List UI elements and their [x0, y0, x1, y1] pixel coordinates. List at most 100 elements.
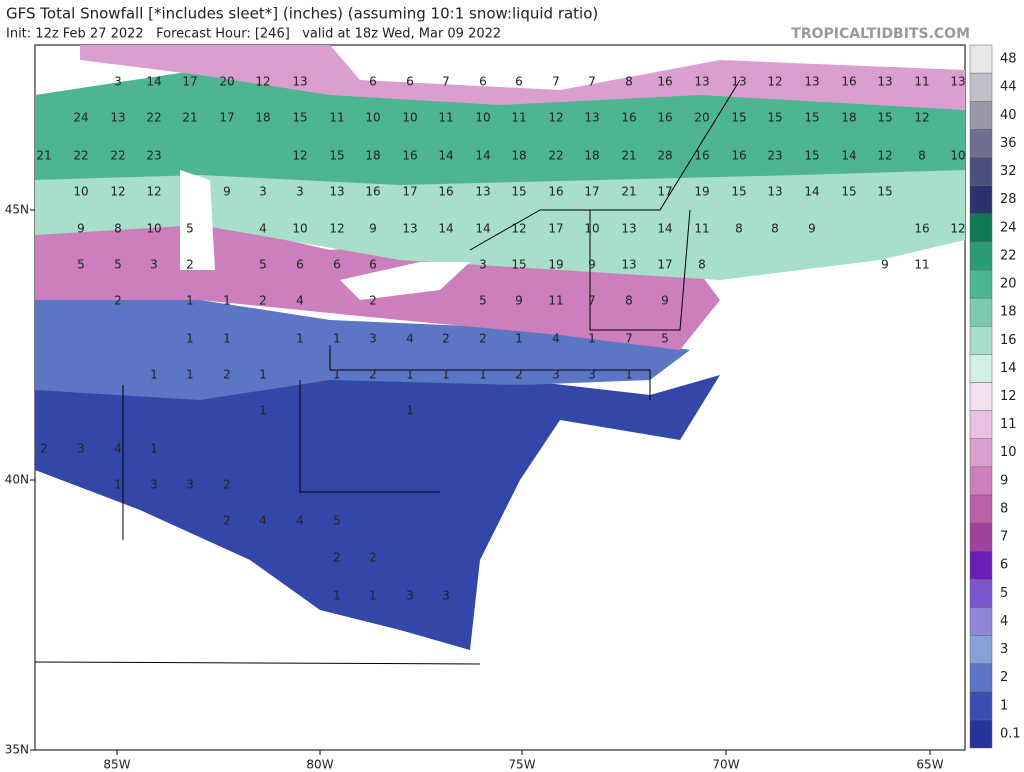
- map-value-label: 18: [841, 111, 856, 125]
- colorbar-label: 4: [1000, 614, 1008, 629]
- lat-label: 35N: [5, 743, 29, 757]
- map-value-label: 5: [259, 258, 267, 272]
- map-value-label: 16: [402, 149, 417, 163]
- map-value-label: 16: [657, 111, 672, 125]
- colorbar-label: 28: [1000, 192, 1017, 207]
- map-value-label: 3: [479, 258, 487, 272]
- map-value-label: 13: [621, 258, 636, 272]
- colorbar-label: 11: [1000, 417, 1017, 432]
- map-value-label: 2: [333, 551, 341, 565]
- map-value-label: 17: [182, 75, 197, 89]
- map-value-label: 6: [369, 75, 377, 89]
- map-value-label: 17: [657, 258, 672, 272]
- map-value-label: 16: [548, 185, 563, 199]
- title: GFS Total Snowfall [*includes sleet*] (i…: [6, 5, 598, 23]
- colorbar-label: 22: [1000, 248, 1017, 263]
- colorbar-swatch: [969, 494, 993, 524]
- map-value-label: 2: [369, 294, 377, 308]
- map-value-label: 2: [515, 368, 523, 382]
- map-value-label: 2: [369, 551, 377, 565]
- map-value-label: 1: [588, 332, 596, 346]
- map-value-label: 4: [296, 514, 304, 528]
- map-value-label: 6: [479, 75, 487, 89]
- map-value-label: 21: [621, 185, 636, 199]
- colorbar-label: 12: [1000, 389, 1017, 404]
- map-value-label: 13: [110, 111, 125, 125]
- colorbar-swatch: [969, 663, 993, 693]
- map-value-label: 13: [767, 185, 782, 199]
- colorbar-swatch: [969, 185, 993, 214]
- map: [34, 44, 966, 751]
- map-value-label: 4: [552, 332, 560, 346]
- map-value-label: 21: [36, 149, 51, 163]
- map-value-label: 12: [255, 75, 270, 89]
- colorbar-swatch: [969, 466, 993, 496]
- map-value-label: 12: [146, 185, 161, 199]
- map-value-label: 15: [877, 111, 892, 125]
- map-value-label: 15: [731, 111, 746, 125]
- map-value-label: 15: [292, 111, 307, 125]
- lon-label: 65W: [916, 758, 943, 772]
- map-value-label: 14: [475, 149, 490, 163]
- map-value-label: 16: [438, 185, 453, 199]
- map-value-label: 11: [694, 222, 709, 236]
- map-value-label: 12: [548, 111, 563, 125]
- map-value-label: 2: [259, 294, 267, 308]
- map-value-label: 12: [914, 111, 929, 125]
- map-value-label: 1: [479, 368, 487, 382]
- map-value-label: 1: [259, 368, 267, 382]
- colorbar-swatch: [969, 579, 993, 608]
- map-value-label: 3: [259, 185, 267, 199]
- colorbar-label: 1: [1000, 698, 1008, 713]
- colorbar-label: 14: [1000, 361, 1017, 376]
- colorbar-swatch: [969, 719, 993, 749]
- map-value-label: 13: [877, 75, 892, 89]
- colorbar-swatch: [969, 241, 993, 271]
- colorbar-swatch: [969, 72, 993, 102]
- colorbar-swatch: [969, 157, 993, 186]
- map-value-label: 15: [804, 111, 819, 125]
- map-value-label: 9: [369, 222, 377, 236]
- map-value-label: 5: [661, 332, 669, 346]
- map-value-label: 24: [73, 111, 88, 125]
- map-value-label: 1: [333, 589, 341, 603]
- map-value-label: 4: [406, 332, 414, 346]
- map-value-label: 13: [475, 185, 490, 199]
- map-value-label: 1: [406, 404, 414, 418]
- map-value-label: 10: [475, 111, 490, 125]
- map-value-label: 1: [259, 404, 267, 418]
- map-value-label: 4: [114, 442, 122, 456]
- map-value-label: 22: [110, 149, 125, 163]
- map-value-label: 6: [406, 75, 414, 89]
- map-value-label: 15: [329, 149, 344, 163]
- map-value-label: 18: [584, 149, 599, 163]
- map-value-label: 8: [735, 222, 743, 236]
- source: TROPICALTIDBITS.COM: [791, 26, 970, 42]
- map-value-label: 10: [402, 111, 417, 125]
- map-value-label: 15: [731, 185, 746, 199]
- colorbar-label: 44: [1000, 80, 1017, 95]
- map-value-label: 8: [918, 149, 926, 163]
- colorbar-label: 32: [1000, 164, 1017, 179]
- colorbar-label: 40: [1000, 108, 1017, 123]
- map-value-label: 18: [365, 149, 380, 163]
- map-value-label: 5: [77, 258, 85, 272]
- map-value-label: 17: [584, 185, 599, 199]
- map-value-label: 1: [186, 368, 194, 382]
- map-value-label: 8: [114, 222, 122, 236]
- colorbar-swatch: [969, 382, 993, 411]
- map-value-label: 1: [296, 332, 304, 346]
- colorbar-swatch: [969, 325, 993, 355]
- lon-label: 80W: [306, 758, 333, 772]
- map-value-label: 23: [146, 149, 161, 163]
- map-value-label: 1: [186, 332, 194, 346]
- map-value-label: 14: [475, 222, 490, 236]
- map-value-label: 1: [406, 368, 414, 382]
- colorbar-swatch: [969, 438, 993, 468]
- map-value-label: 7: [588, 75, 596, 89]
- map-value-label: 9: [223, 185, 231, 199]
- snow-band: [80, 45, 965, 110]
- map-value-label: 21: [621, 149, 636, 163]
- map-value-label: 14: [146, 75, 161, 89]
